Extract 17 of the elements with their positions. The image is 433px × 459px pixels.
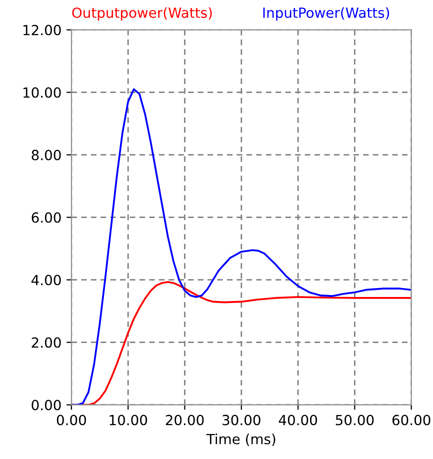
x-tick-label: 40.00 xyxy=(278,414,318,426)
y-tick-label: 8.00 xyxy=(32,150,61,160)
y-tick-label: 12.00 xyxy=(23,24,61,36)
text: InputPower(Watts) xyxy=(263,7,390,21)
y-tick-label: 2.00 xyxy=(32,337,61,348)
x-tick-label: 50.00 xyxy=(336,414,374,426)
y-tick-label: 4.00 xyxy=(31,274,61,286)
text: Outputpower(Watts) xyxy=(72,7,212,21)
x-axis-title: Time (ms) xyxy=(206,434,276,446)
y-tick-label: 6.00 xyxy=(32,212,61,223)
x-tick-label: 60.00 xyxy=(392,414,430,426)
x-tick-label: 0.00 xyxy=(56,414,86,426)
x-tick-label: 30.00 xyxy=(222,414,260,426)
y-tick-label: 0.00 xyxy=(32,400,61,410)
y-tick-label: 10.00 xyxy=(23,87,61,98)
x-tick-label: 20.00 xyxy=(166,414,204,426)
x-tick-label: 10.00 xyxy=(110,414,148,426)
